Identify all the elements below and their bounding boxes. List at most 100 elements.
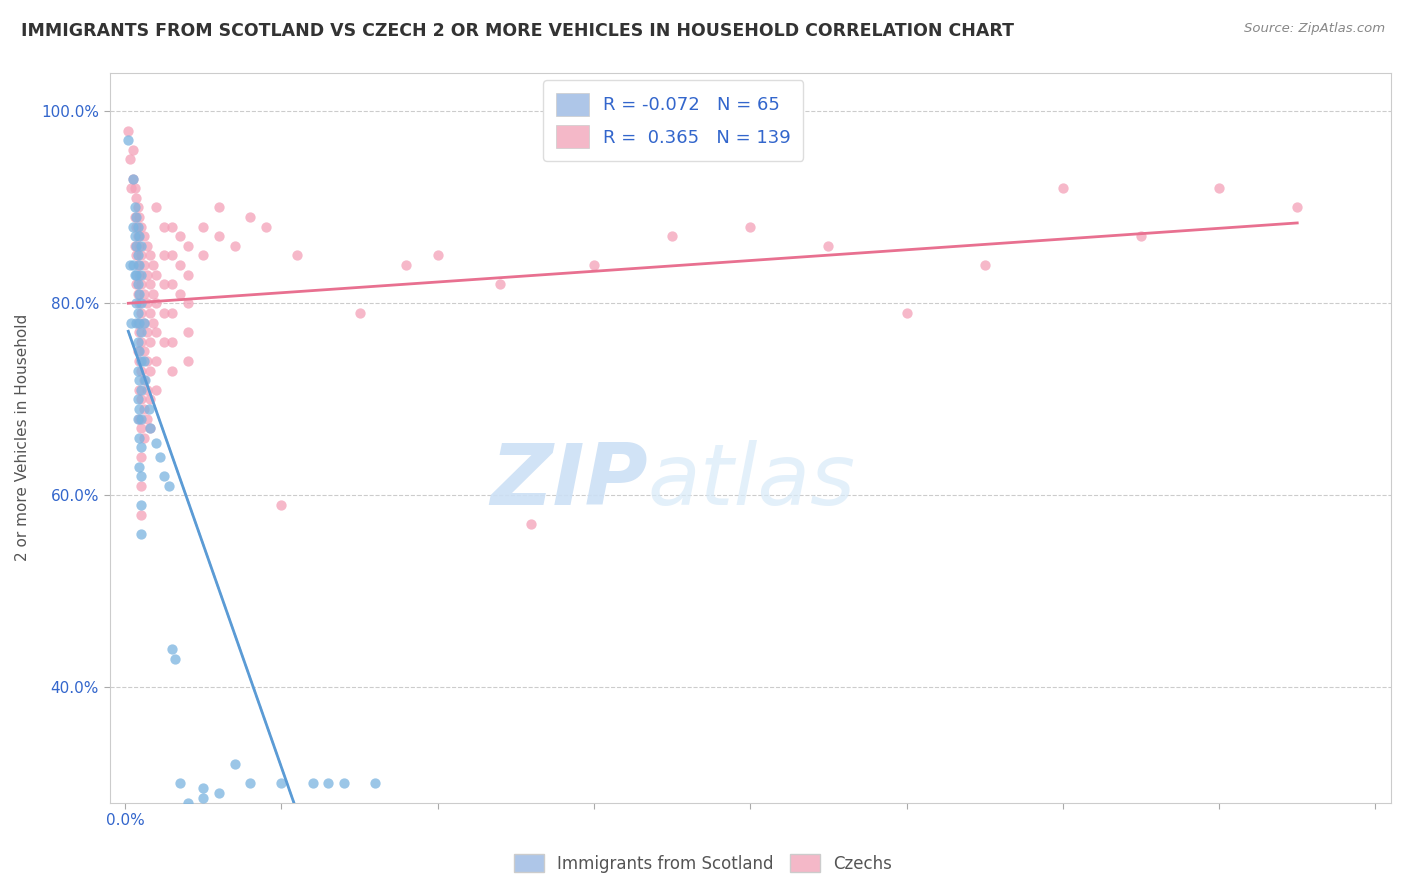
Point bbox=[139, 421, 162, 435]
Point bbox=[127, 392, 149, 407]
Point bbox=[285, 248, 308, 262]
Point bbox=[145, 268, 167, 282]
Point bbox=[153, 306, 176, 320]
Point bbox=[169, 286, 191, 301]
Point bbox=[160, 363, 183, 377]
Point bbox=[160, 306, 183, 320]
Point bbox=[128, 239, 150, 253]
Point bbox=[129, 421, 152, 435]
Point bbox=[896, 306, 918, 320]
Point bbox=[125, 268, 148, 282]
Point bbox=[124, 268, 146, 282]
Point bbox=[128, 210, 150, 224]
Point bbox=[165, 651, 187, 665]
Point bbox=[145, 325, 167, 339]
Point bbox=[176, 325, 198, 339]
Legend: R = -0.072   N = 65, R =  0.365   N = 139: R = -0.072 N = 65, R = 0.365 N = 139 bbox=[543, 80, 803, 161]
Point bbox=[124, 181, 146, 195]
Point bbox=[128, 344, 150, 359]
Point bbox=[129, 383, 152, 397]
Point bbox=[973, 258, 995, 272]
Point bbox=[160, 277, 183, 292]
Point bbox=[118, 258, 141, 272]
Point bbox=[239, 776, 262, 790]
Point bbox=[193, 248, 215, 262]
Point bbox=[520, 517, 543, 532]
Point bbox=[117, 123, 139, 137]
Point bbox=[129, 498, 152, 512]
Point bbox=[136, 239, 159, 253]
Point bbox=[128, 268, 150, 282]
Point bbox=[129, 219, 152, 234]
Point bbox=[127, 277, 149, 292]
Point bbox=[128, 411, 150, 425]
Point bbox=[270, 776, 292, 790]
Point bbox=[127, 229, 149, 244]
Point bbox=[1129, 229, 1152, 244]
Point bbox=[139, 334, 162, 349]
Point bbox=[349, 306, 371, 320]
Point bbox=[127, 219, 149, 234]
Point bbox=[145, 435, 167, 450]
Point bbox=[124, 210, 146, 224]
Point bbox=[132, 373, 155, 387]
Point bbox=[132, 286, 155, 301]
Point bbox=[124, 229, 146, 244]
Point bbox=[129, 441, 152, 455]
Point bbox=[129, 325, 152, 339]
Point bbox=[128, 431, 150, 445]
Point bbox=[270, 498, 292, 512]
Point bbox=[122, 143, 145, 157]
Point bbox=[153, 248, 176, 262]
Point bbox=[127, 258, 149, 272]
Point bbox=[1208, 181, 1230, 195]
Point bbox=[129, 248, 152, 262]
Point bbox=[129, 363, 152, 377]
Point bbox=[489, 277, 512, 292]
Point bbox=[740, 219, 762, 234]
Point bbox=[120, 316, 142, 330]
Point bbox=[117, 133, 139, 147]
Point bbox=[582, 258, 605, 272]
Point bbox=[136, 325, 159, 339]
Point bbox=[157, 479, 180, 493]
Point bbox=[129, 334, 152, 349]
Point bbox=[169, 776, 191, 790]
Point bbox=[364, 776, 387, 790]
Point bbox=[333, 776, 356, 790]
Point bbox=[136, 383, 159, 397]
Point bbox=[1052, 181, 1074, 195]
Point bbox=[142, 316, 165, 330]
Point bbox=[128, 373, 150, 387]
Point bbox=[193, 219, 215, 234]
Point bbox=[129, 306, 152, 320]
Point bbox=[139, 277, 162, 292]
Point bbox=[125, 191, 148, 205]
Point bbox=[125, 316, 148, 330]
Point bbox=[132, 344, 155, 359]
Point bbox=[148, 450, 170, 464]
Point bbox=[193, 781, 215, 796]
Point bbox=[145, 200, 167, 214]
Point bbox=[127, 334, 149, 349]
Point bbox=[129, 526, 152, 541]
Point bbox=[129, 296, 152, 310]
Point bbox=[128, 354, 150, 368]
Point bbox=[136, 411, 159, 425]
Point bbox=[208, 786, 231, 800]
Point bbox=[128, 459, 150, 474]
Point bbox=[169, 229, 191, 244]
Point bbox=[128, 229, 150, 244]
Point bbox=[127, 316, 149, 330]
Point bbox=[125, 296, 148, 310]
Point bbox=[139, 306, 162, 320]
Point bbox=[145, 383, 167, 397]
Point bbox=[128, 296, 150, 310]
Point bbox=[129, 277, 152, 292]
Point bbox=[128, 316, 150, 330]
Point bbox=[318, 776, 340, 790]
Y-axis label: 2 or more Vehicles in Household: 2 or more Vehicles in Household bbox=[15, 314, 30, 561]
Point bbox=[128, 325, 150, 339]
Point bbox=[129, 508, 152, 522]
Point bbox=[129, 411, 152, 425]
